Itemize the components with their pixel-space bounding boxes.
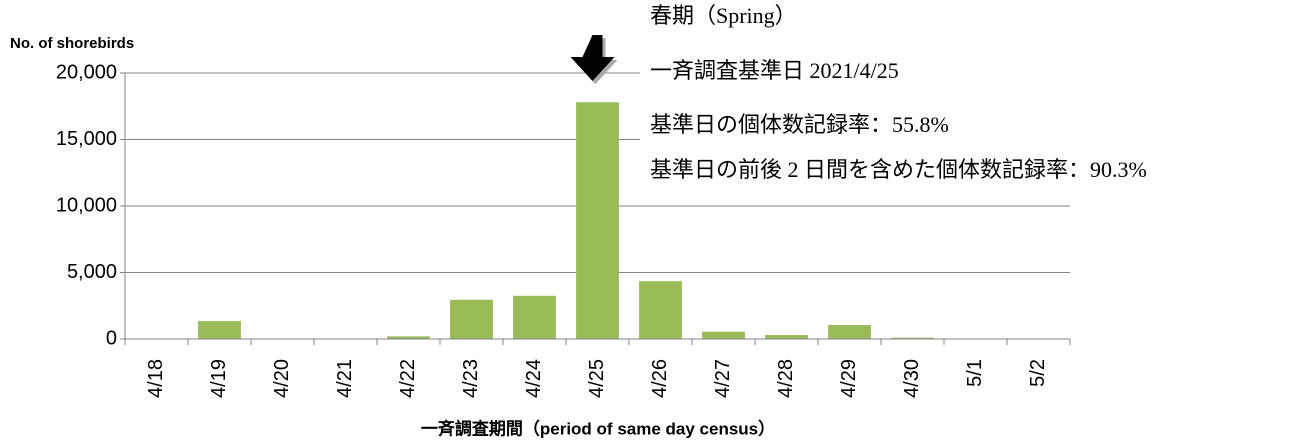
bar: [828, 325, 871, 339]
annotation: 基準日の前後 2 日間を含めた個体数記録率：90.3%: [650, 157, 1147, 182]
bar: [387, 336, 430, 339]
x-tick-label: 4/28: [775, 359, 797, 398]
annotation: 春期（Spring）: [650, 3, 797, 28]
bar: [576, 102, 619, 339]
annotation-background: [640, 0, 1302, 190]
x-tick-label: 4/22: [397, 359, 419, 398]
bar: [639, 281, 682, 339]
x-tick-label: 4/25: [586, 359, 608, 398]
x-axis-title: 一斉調査期間（period of same day census）: [421, 418, 775, 438]
y-tick-label: 10,000: [56, 194, 117, 216]
y-tick-label: 5,000: [67, 261, 117, 283]
bar: [891, 337, 934, 339]
bar: [198, 321, 241, 339]
x-tick-label: 4/26: [649, 359, 671, 398]
x-tick-label: 5/2: [1027, 359, 1049, 387]
x-tick-label: 4/19: [208, 359, 230, 398]
x-tick-label: 4/20: [271, 359, 293, 398]
y-tick-label: 0: [106, 327, 117, 349]
x-tick-label: 4/23: [460, 359, 482, 398]
x-tick-label: 5/1: [964, 359, 986, 387]
x-tick-label: 4/30: [901, 359, 923, 398]
x-tick-label: 4/24: [523, 359, 545, 398]
bar: [513, 295, 556, 339]
x-tick-label: 4/18: [145, 359, 167, 398]
x-tick-label: 4/29: [838, 359, 860, 398]
x-tick-label: 4/27: [712, 359, 734, 398]
y-tick-label: 15,000: [56, 128, 117, 150]
annotation: 基準日の個体数記録率：55.8%: [650, 112, 949, 137]
annotation: 一斉調査基準日 2021/4/25: [650, 58, 899, 83]
x-tick-label: 4/21: [334, 359, 356, 398]
bar: [765, 335, 808, 339]
y-axis-title: No. of shorebirds: [10, 35, 134, 52]
bar: [702, 331, 745, 339]
bar: [450, 299, 493, 339]
y-tick-label: 20,000: [56, 61, 117, 83]
arrow: [570, 35, 615, 81]
